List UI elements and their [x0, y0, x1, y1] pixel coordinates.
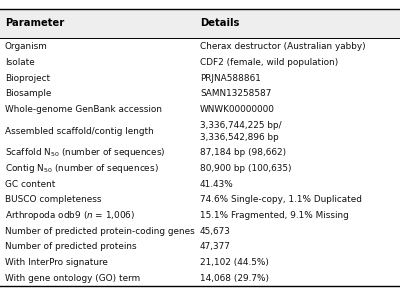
- Text: 3,336,542,896 bp: 3,336,542,896 bp: [200, 133, 279, 142]
- Text: Parameter: Parameter: [5, 18, 64, 28]
- Text: 15.1% Fragmented, 9.1% Missing: 15.1% Fragmented, 9.1% Missing: [200, 211, 349, 220]
- Text: CDF2 (female, wild population): CDF2 (female, wild population): [200, 58, 338, 67]
- Text: Bioproject: Bioproject: [5, 74, 50, 83]
- Bar: [0, 9, 400, 38]
- Text: 3,336,744,225 bp/: 3,336,744,225 bp/: [200, 121, 282, 130]
- Text: Assembled scaffold/contig length: Assembled scaffold/contig length: [5, 127, 154, 136]
- Text: BUSCO completeness: BUSCO completeness: [5, 195, 101, 204]
- Text: Details: Details: [200, 18, 239, 28]
- Text: SAMN13258587: SAMN13258587: [200, 89, 271, 99]
- Text: GC content: GC content: [5, 180, 55, 189]
- Text: Organism: Organism: [5, 42, 48, 52]
- Text: Cherax destructor (Australian yabby): Cherax destructor (Australian yabby): [200, 42, 366, 52]
- Text: WNWK00000000: WNWK00000000: [200, 105, 275, 114]
- Text: Arthropoda odb9 ($n$ = 1,006): Arthropoda odb9 ($n$ = 1,006): [5, 209, 135, 222]
- Text: 41.43%: 41.43%: [200, 180, 234, 189]
- Text: 74.6% Single-copy, 1.1% Duplicated: 74.6% Single-copy, 1.1% Duplicated: [200, 195, 362, 204]
- Text: Scaffold N$_{50}$ (number of sequences): Scaffold N$_{50}$ (number of sequences): [5, 146, 166, 159]
- Text: Biosample: Biosample: [5, 89, 51, 99]
- Text: Number of predicted proteins: Number of predicted proteins: [5, 242, 136, 251]
- Text: 45,673: 45,673: [200, 226, 231, 236]
- Text: With gene ontology (GO) term: With gene ontology (GO) term: [5, 273, 140, 283]
- Text: Contig N$_{50}$ (number of sequences): Contig N$_{50}$ (number of sequences): [5, 162, 158, 175]
- Text: 87,184 bp (98,662): 87,184 bp (98,662): [200, 148, 286, 157]
- Text: 14,068 (29.7%): 14,068 (29.7%): [200, 273, 269, 283]
- Text: Whole-genome GenBank accession: Whole-genome GenBank accession: [5, 105, 162, 114]
- Text: 21,102 (44.5%): 21,102 (44.5%): [200, 258, 269, 267]
- Text: Number of predicted protein-coding genes: Number of predicted protein-coding genes: [5, 226, 194, 236]
- Text: Isolate: Isolate: [5, 58, 34, 67]
- Text: 80,900 bp (100,635): 80,900 bp (100,635): [200, 164, 292, 173]
- Text: 47,377: 47,377: [200, 242, 231, 251]
- Text: With InterPro signature: With InterPro signature: [5, 258, 108, 267]
- Text: PRJNA588861: PRJNA588861: [200, 74, 261, 83]
